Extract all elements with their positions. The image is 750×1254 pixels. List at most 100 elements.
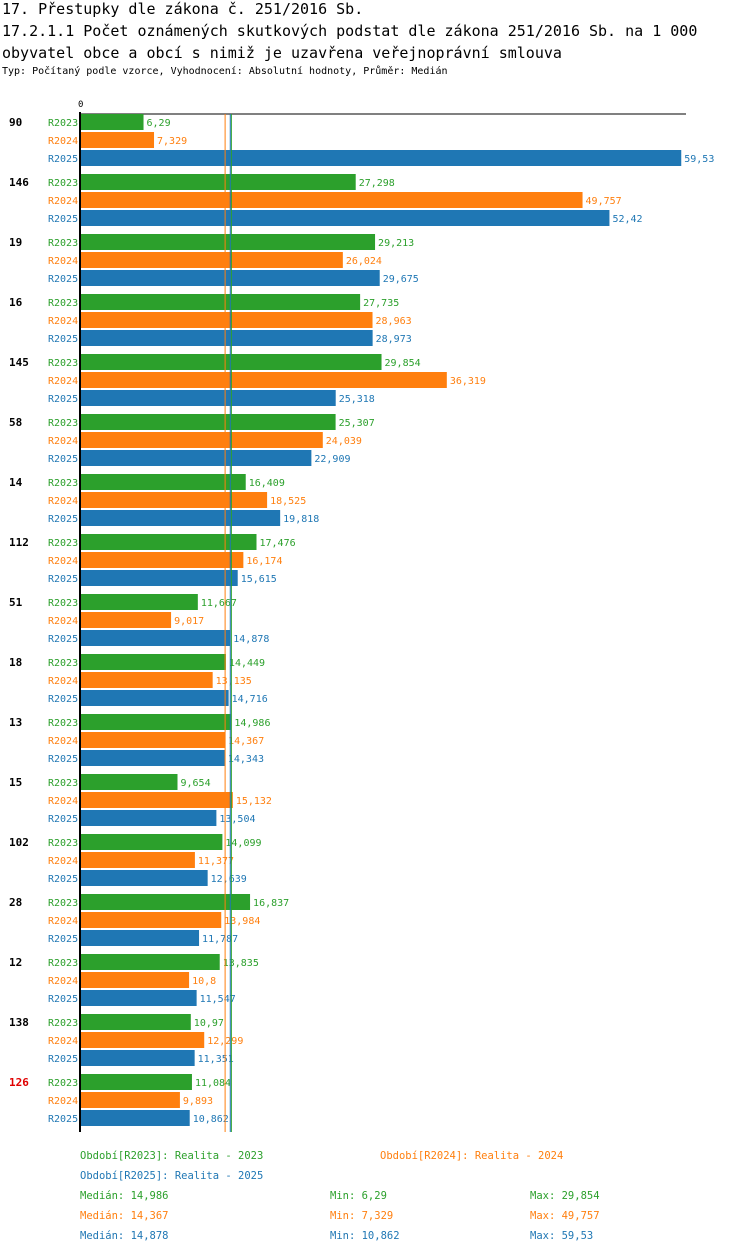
stat-min-r2025: Min: 10,862 <box>330 1230 400 1242</box>
data-label: 14,449 <box>229 658 265 669</box>
bar <box>80 390 336 406</box>
category-label: 138 <box>9 1016 29 1029</box>
data-label: 17,476 <box>260 538 296 549</box>
bar <box>80 732 226 748</box>
stat-median-r2025: Medián: 14,878 <box>80 1230 169 1242</box>
series-label: R2024 <box>48 496 78 507</box>
series-label: R2025 <box>48 334 78 345</box>
category-label: 15 <box>9 776 22 789</box>
data-label: 52,42 <box>612 214 642 225</box>
category-label: 28 <box>9 896 22 909</box>
data-label: 11,667 <box>201 598 237 609</box>
data-label: 12,639 <box>211 874 247 885</box>
bar <box>80 492 268 508</box>
stat-median-r2023: Medián: 14,986 <box>80 1190 169 1202</box>
series-label: R2023 <box>48 1078 78 1089</box>
bar <box>80 750 225 766</box>
bar <box>80 690 229 706</box>
series-label: R2023 <box>48 718 78 729</box>
legend-r2023: Období[R2023]: Realita - 2023 <box>80 1150 264 1162</box>
data-label: 14,099 <box>225 838 261 849</box>
bar <box>80 330 373 346</box>
series-label: R2023 <box>48 1018 78 1029</box>
chart-section-title: 17. Přestupky dle zákona č. 251/2016 Sb. <box>2 0 364 18</box>
data-label: 10,862 <box>193 1114 229 1125</box>
chart-subtitle: Typ: Počítaný podle vzorce, Vyhodnocení:… <box>2 66 448 77</box>
bar <box>80 432 323 448</box>
series-label: R2025 <box>48 934 78 945</box>
series-label: R2025 <box>48 154 78 165</box>
data-label: 25,318 <box>339 394 375 405</box>
series-label: R2023 <box>48 478 78 489</box>
data-label: 26,024 <box>346 256 382 267</box>
series-label: R2024 <box>48 676 78 687</box>
legend-r2024: Období[R2024]: Realita - 2024 <box>380 1150 564 1162</box>
bar <box>80 792 233 808</box>
bar <box>80 372 447 388</box>
category-label: 18 <box>9 656 22 669</box>
bar <box>80 672 213 688</box>
bar <box>80 834 223 850</box>
bar <box>80 1092 180 1108</box>
data-label: 28,973 <box>376 334 412 345</box>
series-label: R2024 <box>48 736 78 747</box>
series-label: R2025 <box>48 1114 78 1125</box>
bar <box>80 510 281 526</box>
series-label: R2023 <box>48 778 78 789</box>
bar <box>80 990 197 1006</box>
bar <box>80 930 200 946</box>
bar <box>80 1050 195 1066</box>
category-label: 14 <box>9 476 23 489</box>
series-label: R2023 <box>48 118 78 129</box>
data-label: 14,716 <box>232 694 268 705</box>
bar <box>80 192 583 208</box>
bar <box>80 870 208 886</box>
series-label: R2025 <box>48 754 78 765</box>
stat-min-r2023: Min: 6,29 <box>330 1190 387 1202</box>
series-label: R2023 <box>48 598 78 609</box>
category-label: 58 <box>9 416 22 429</box>
bar <box>80 570 238 586</box>
series-label: R2024 <box>48 796 78 807</box>
series-label: R2024 <box>48 436 78 447</box>
data-label: 15,615 <box>241 574 277 585</box>
stat-min-r2024: Min: 7,329 <box>330 1210 394 1222</box>
series-label: R2023 <box>48 178 78 189</box>
category-label: 90 <box>9 116 22 129</box>
category-label: 19 <box>9 236 22 249</box>
series-label: R2024 <box>48 316 78 327</box>
bar <box>80 210 610 226</box>
data-label: 13,835 <box>223 958 259 969</box>
series-label: R2024 <box>48 556 78 567</box>
data-label: 9,893 <box>183 1096 213 1107</box>
data-label: 10,8 <box>192 976 216 987</box>
data-label: 15,132 <box>236 796 272 807</box>
data-label: 13,984 <box>224 916 260 927</box>
series-label: R2025 <box>48 694 78 705</box>
stat-max-r2024: Max: 49,757 <box>530 1210 600 1222</box>
series-label: R2025 <box>48 514 78 525</box>
series-label: R2024 <box>48 136 78 147</box>
bar <box>80 594 198 610</box>
data-label: 10,97 <box>194 1018 224 1029</box>
data-label: 28,963 <box>376 316 412 327</box>
bar <box>80 1074 192 1090</box>
series-label: R2025 <box>48 634 78 645</box>
category-label: 102 <box>9 836 29 849</box>
data-label: 22,909 <box>314 454 350 465</box>
bar <box>80 414 336 430</box>
bar <box>80 132 155 148</box>
category-label: 16 <box>9 296 23 309</box>
category-label: 146 <box>9 176 29 189</box>
data-label: 16,837 <box>253 898 289 909</box>
data-label: 11,377 <box>198 856 234 867</box>
category-label: 13 <box>9 716 22 729</box>
series-label: R2023 <box>48 418 78 429</box>
data-label: 13,504 <box>219 814 255 825</box>
chart-title: 17.2.1.1 Počet oznámených skutkových pod… <box>2 22 698 62</box>
series-label: R2024 <box>48 376 78 387</box>
category-label: 145 <box>9 356 29 369</box>
data-label: 29,213 <box>378 238 414 249</box>
data-label: 14,878 <box>233 634 269 645</box>
